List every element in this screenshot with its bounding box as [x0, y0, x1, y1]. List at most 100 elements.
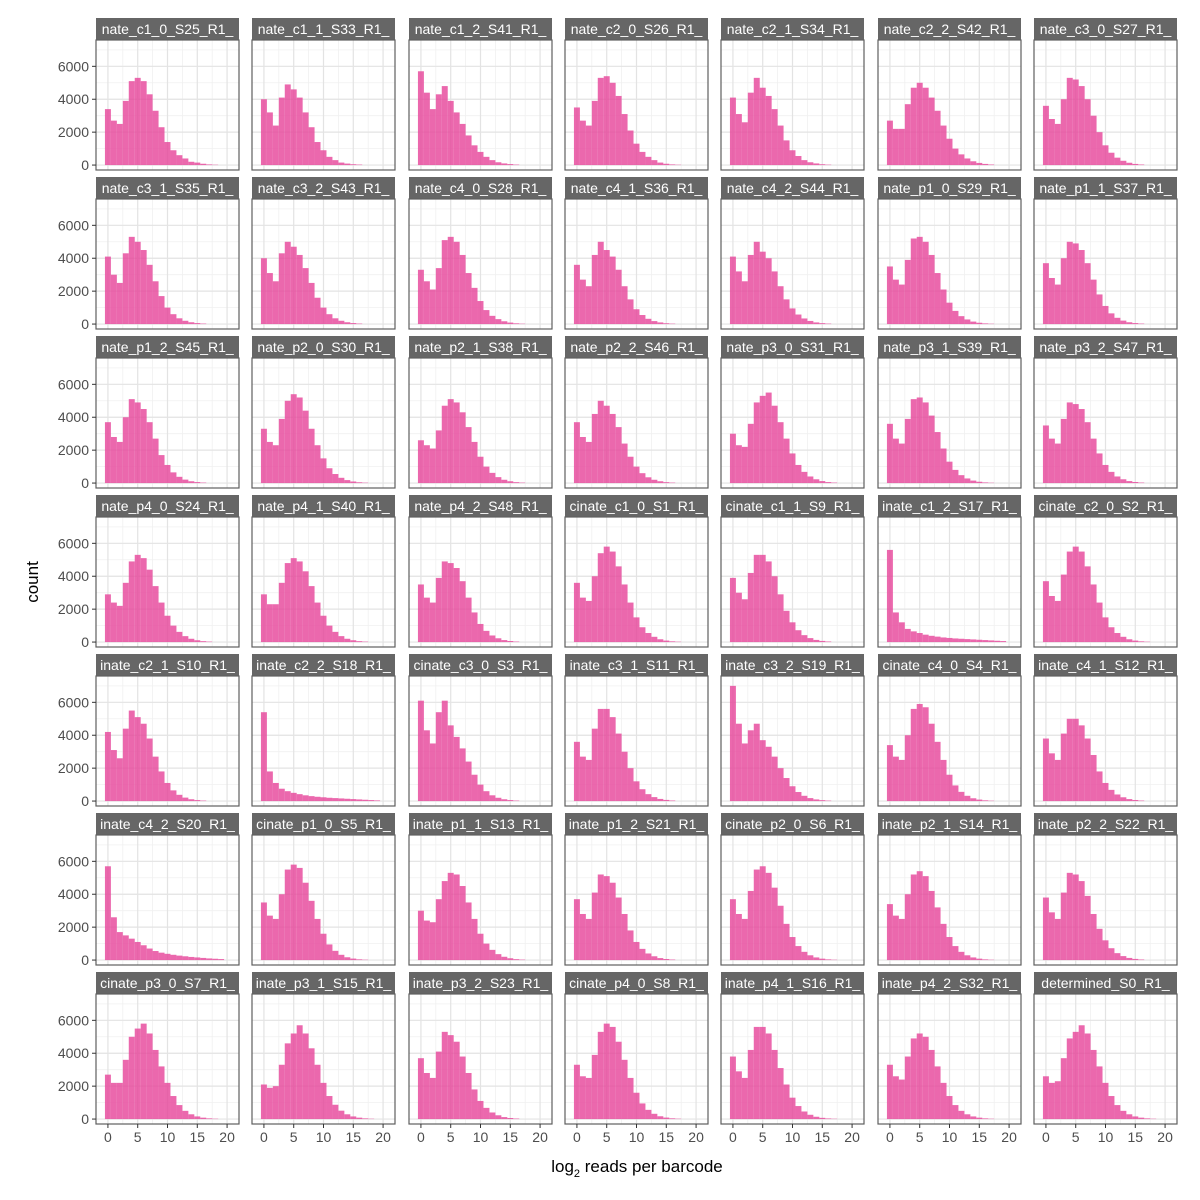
histogram-bar: [603, 250, 610, 325]
histogram-bar: [453, 568, 460, 643]
histogram-bar: [795, 1106, 802, 1120]
panel-border: [408, 198, 553, 330]
histogram-bar: [1132, 323, 1139, 325]
x-tick-label: 10: [316, 1129, 332, 1145]
histogram-bar: [170, 954, 177, 961]
facet-strip: [721, 813, 864, 835]
histogram-bar: [513, 323, 520, 325]
histogram-bar: [501, 321, 508, 325]
histogram-bar: [507, 958, 514, 961]
histogram-bar: [753, 241, 760, 325]
facet-strip: [878, 495, 1021, 517]
histogram-bar: [645, 1109, 652, 1120]
x-tick-label: 15: [659, 1129, 675, 1145]
facet-panel: cinate_p1_0_S5_R1_: [251, 813, 396, 966]
histogram-bar: [892, 128, 899, 166]
histogram-bar: [134, 717, 141, 802]
y-tick-label: 6000: [58, 376, 89, 392]
histogram-bar: [789, 622, 796, 643]
histogram-bar: [146, 738, 153, 802]
histogram-bar: [507, 481, 514, 484]
histogram-bar: [356, 482, 363, 484]
histogram-bar: [597, 77, 604, 166]
histogram-bar: [976, 481, 983, 484]
histogram-bar: [1078, 409, 1085, 484]
histogram-bar: [344, 1114, 351, 1120]
histogram-bar: [435, 577, 442, 643]
histogram-bar: [465, 902, 472, 961]
histogram-bar: [320, 150, 327, 166]
histogram-bar: [1048, 753, 1055, 802]
y-tick-label: 6000: [58, 535, 89, 551]
histogram-bar: [964, 1114, 971, 1120]
facet-strip-label: cinate_p4_0_S8_R1_: [569, 975, 704, 991]
histogram-bar: [471, 441, 478, 484]
histogram-bar: [898, 622, 905, 643]
x-axis-title-log: log: [551, 1157, 574, 1176]
histogram-bar: [128, 81, 135, 166]
histogram-bar: [621, 443, 628, 484]
histogram-bar: [164, 464, 171, 484]
histogram-bar: [615, 427, 622, 484]
histogram-bar: [513, 641, 520, 643]
histogram-bar: [1114, 794, 1121, 802]
histogram-bar: [657, 322, 664, 325]
histogram-bar: [633, 309, 640, 325]
histogram-bar: [465, 135, 472, 166]
histogram-bar: [1042, 1076, 1049, 1120]
histogram-bar: [284, 400, 291, 484]
histogram-bar: [176, 955, 183, 961]
histogram-bar: [910, 87, 917, 166]
histogram-bar: [290, 864, 297, 961]
facet-strip-label: inate_c3_1_S11_R1_: [570, 657, 704, 673]
histogram-bar: [326, 156, 333, 166]
facet-strip: [1034, 336, 1177, 358]
histogram-bar: [459, 123, 466, 166]
histogram-bar: [1078, 250, 1085, 325]
facet-panel: inate_p3_1_S15_R1_ 0 5 10 15 20: [251, 972, 396, 1145]
histogram-bar: [747, 1049, 754, 1120]
facet-strip-label: inate_c4_1_S12_R1_: [1038, 657, 1173, 673]
histogram-bar: [350, 640, 357, 643]
x-axis-title-suffix: reads per barcode: [580, 1157, 723, 1176]
facet-panel: inate_c1_2_S17_R1_: [877, 495, 1022, 648]
histogram-bar: [585, 918, 592, 961]
histogram-bar: [278, 582, 285, 643]
histogram-bar: [260, 712, 267, 802]
histogram-bar: [477, 456, 484, 484]
histogram-bar: [1114, 476, 1121, 484]
histogram-bar: [603, 546, 610, 643]
histogram-bar: [789, 150, 796, 166]
histogram-bar: [976, 1117, 983, 1120]
histogram-bar: [356, 959, 363, 961]
histogram-bar: [934, 741, 941, 802]
facet-panel: nate_c2_1_S34_R1_: [720, 18, 865, 171]
histogram-bar: [158, 455, 165, 484]
histogram-bar: [591, 892, 598, 961]
histogram-bar: [447, 100, 454, 166]
histogram-bar: [453, 402, 460, 484]
histogram-bar: [1084, 263, 1091, 325]
histogram-bar: [1084, 738, 1091, 802]
histogram-bar: [663, 640, 670, 643]
histogram-bar: [483, 1107, 490, 1120]
histogram-bar: [332, 160, 339, 166]
facet-strip: [96, 177, 239, 199]
histogram-bar: [579, 756, 586, 802]
histogram-bar: [441, 561, 448, 643]
histogram-bar: [489, 635, 496, 643]
histogram-bar: [747, 92, 754, 166]
histogram-bar: [188, 481, 195, 484]
histogram-bar: [200, 641, 207, 643]
y-tick-label: 4000: [58, 250, 89, 266]
y-tick-label: 6000: [58, 1012, 89, 1028]
histogram-bar: [639, 473, 646, 484]
facet-panel: nate_c4_2_S44_R1_: [720, 177, 865, 330]
histogram-bar: [1072, 79, 1079, 166]
histogram-bar: [639, 789, 646, 802]
histogram-bar: [1120, 479, 1127, 484]
histogram-bar: [982, 323, 989, 325]
histogram-bar: [465, 761, 472, 802]
histogram-bar: [591, 1054, 598, 1120]
histogram-bar: [615, 95, 622, 166]
